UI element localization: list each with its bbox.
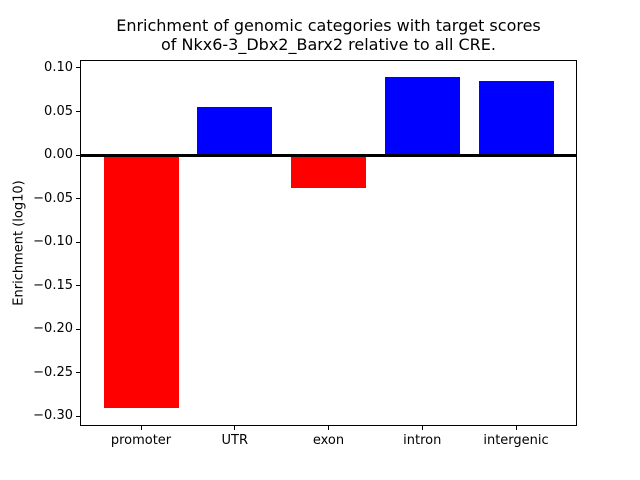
y-tick-label: −0.25 [33, 364, 73, 380]
y-tick-label: −0.15 [33, 277, 73, 293]
plot-area [80, 60, 577, 426]
y-tick-mark [76, 415, 80, 417]
chart-title-line2: of Nkx6-3_Dbx2_Barx2 relative to all CRE… [161, 35, 496, 54]
bar-promoter [103, 155, 179, 408]
x-tick-mark [515, 426, 517, 430]
chart-title-line1: Enrichment of genomic categories with ta… [116, 16, 541, 35]
x-tick-label: exon [312, 433, 345, 448]
zero-line [81, 153, 576, 157]
x-tick-label: UTR [221, 433, 249, 448]
x-tick-mark [234, 426, 236, 430]
y-tick-label: −0.05 [33, 190, 73, 206]
y-tick-mark [76, 154, 80, 156]
x-tick-label: promoter [110, 433, 172, 448]
chart-title: Enrichment of genomic categories with ta… [80, 16, 577, 54]
bar-intergenic [478, 81, 554, 156]
y-tick-label: 0.10 [44, 59, 73, 75]
x-tick-label: intron [403, 433, 442, 448]
y-tick-mark [76, 372, 80, 374]
y-tick-label: 0.00 [44, 147, 73, 163]
x-tick-mark [140, 426, 142, 430]
x-tick-mark [328, 426, 329, 430]
bar-utr [197, 107, 273, 156]
y-tick-mark [76, 328, 80, 330]
bar-intron [384, 76, 460, 156]
bar-exon [291, 155, 366, 189]
y-tick-mark [76, 241, 80, 243]
y-tick-label: −0.20 [33, 321, 73, 337]
y-tick-label: 0.05 [44, 103, 73, 119]
y-tick-mark [76, 285, 80, 287]
y-tick-label: −0.30 [33, 408, 73, 424]
y-tick-mark [76, 198, 80, 200]
y-tick-label: −0.10 [33, 234, 73, 250]
y-tick-mark [76, 111, 80, 112]
y-tick-mark [76, 67, 80, 69]
plot-inner [81, 61, 576, 425]
x-tick-label: intergenic [483, 433, 549, 448]
x-tick-mark [421, 426, 423, 430]
